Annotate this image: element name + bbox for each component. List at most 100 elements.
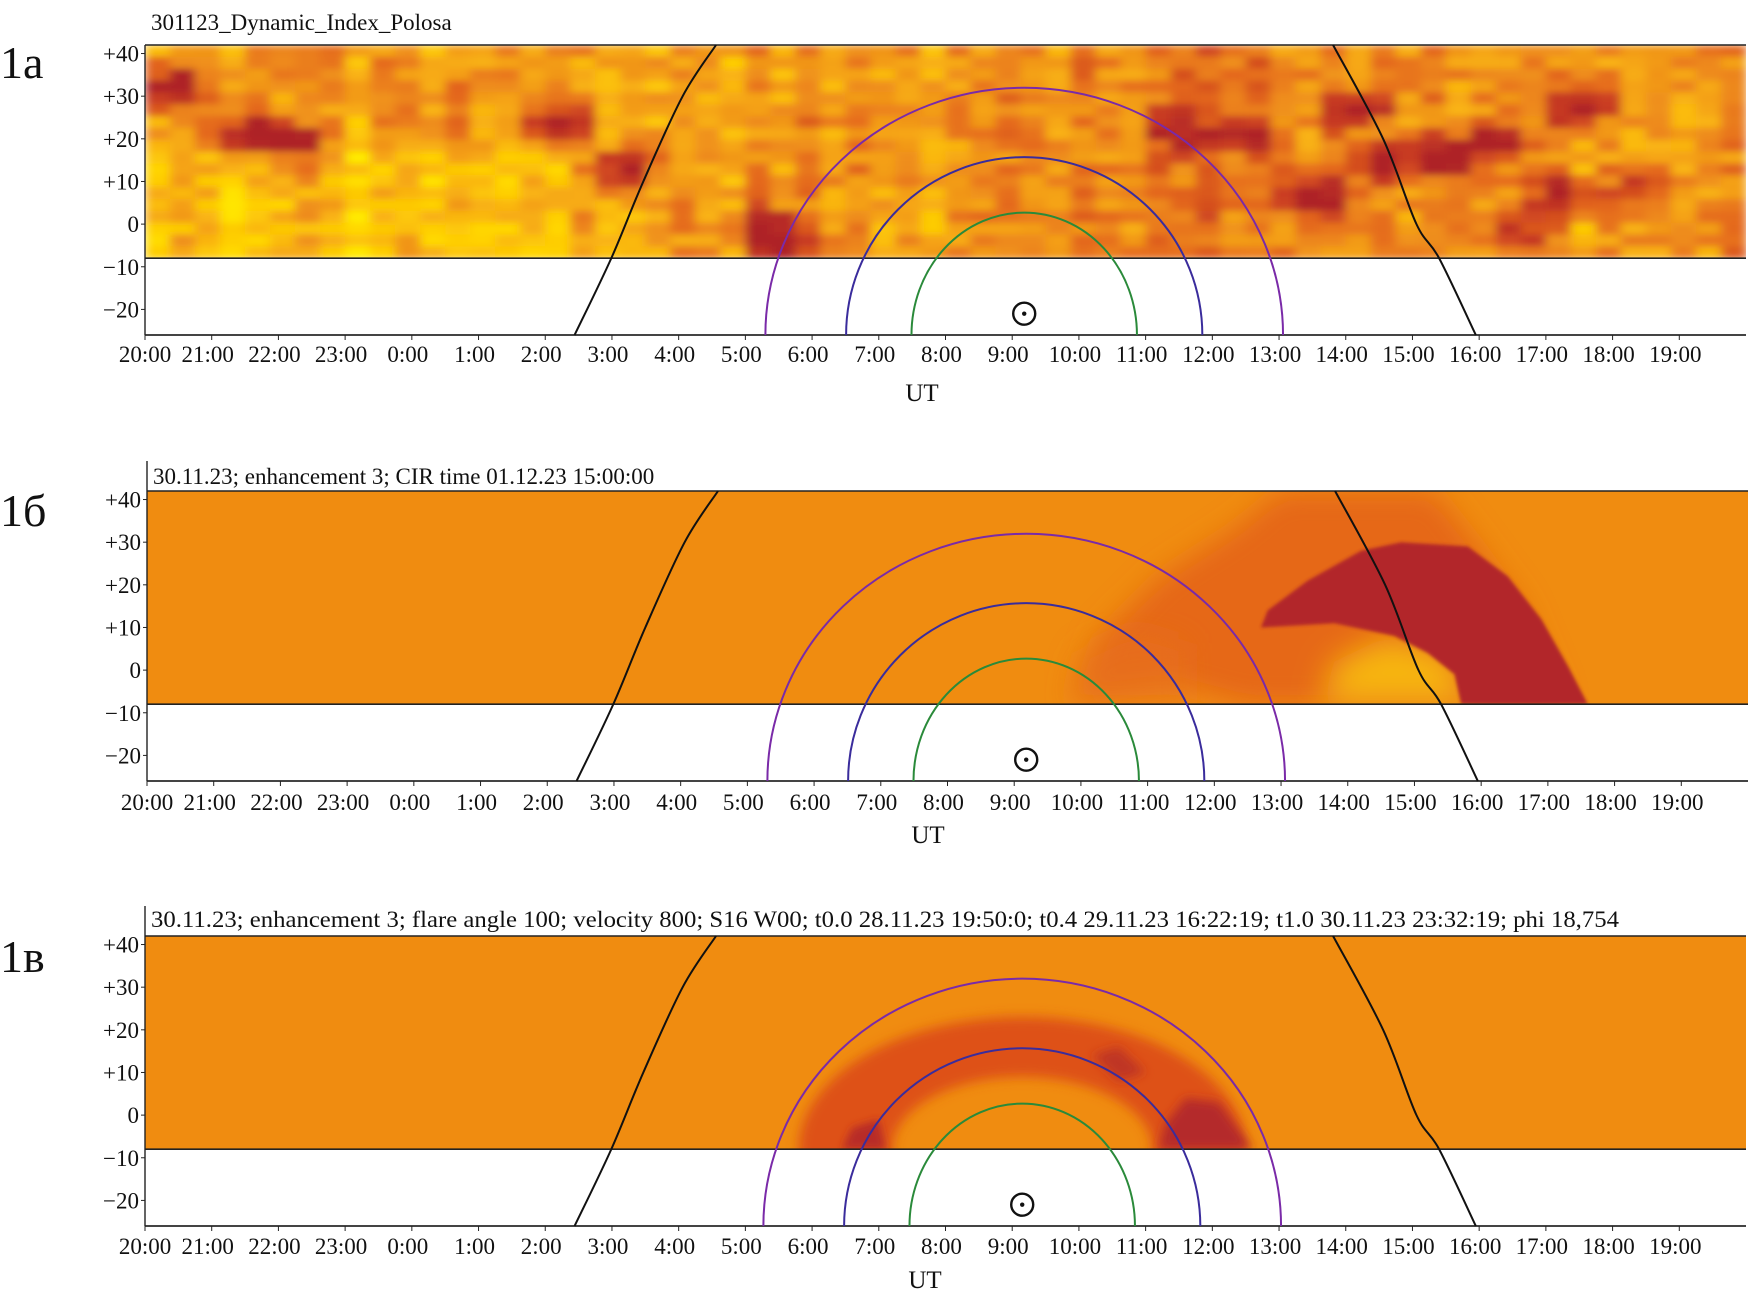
heatmap-cell	[445, 199, 472, 212]
heatmap-cell	[720, 68, 747, 82]
heatmap-cell	[1721, 151, 1746, 165]
x-tick-label: 18:00	[1584, 790, 1636, 815]
heatmap-cell	[645, 151, 672, 165]
heatmap-cell	[520, 175, 547, 189]
heatmap-cell	[1520, 246, 1547, 259]
heatmap-cell	[945, 199, 972, 212]
intensity-region-max	[1159, 1098, 1253, 1150]
heatmap-cell	[1070, 127, 1097, 141]
heatmap-cell	[820, 187, 847, 200]
heatmap-cell	[895, 104, 922, 117]
heatmap-cell	[545, 127, 572, 141]
heatmap-cell	[945, 116, 972, 129]
heatmap-cell	[720, 210, 747, 224]
heatmap-cell	[645, 234, 672, 248]
heatmap-cell	[395, 45, 422, 58]
heatmap-cell	[1595, 187, 1622, 200]
heatmap-cell	[1671, 139, 1697, 153]
heatmap-cell	[620, 92, 647, 106]
x-tick-label: 6:00	[788, 1234, 829, 1259]
heatmap-cell	[1520, 210, 1547, 224]
x-tick-label: 13:00	[1249, 342, 1301, 367]
heatmap-cell	[1220, 151, 1247, 165]
heatmap-cell	[1420, 116, 1447, 129]
heatmap-cell	[1195, 199, 1222, 212]
heatmap-cell	[1320, 151, 1347, 165]
heatmap-cell	[1370, 45, 1397, 58]
heatmap-cell	[1545, 139, 1572, 153]
heatmap-cell	[1070, 175, 1097, 189]
heatmap-cell	[270, 234, 297, 248]
heatmap-cell	[1520, 56, 1547, 70]
heatmap-cell	[1445, 139, 1472, 153]
y-tick-label: +20	[105, 573, 141, 598]
heatmap-cell	[1620, 56, 1647, 70]
x-tick-label: 14:00	[1318, 790, 1370, 815]
heatmap-cell	[970, 127, 997, 141]
heatmap-cell	[1270, 45, 1297, 58]
heatmap-cell	[845, 80, 872, 94]
heatmap-cell	[820, 68, 847, 82]
heatmap-cell	[345, 68, 372, 82]
heatmap-cell	[1545, 104, 1572, 117]
heatmap-cell	[970, 163, 997, 177]
heatmap-cell	[1696, 246, 1722, 259]
heatmap-cell	[145, 151, 171, 165]
heatmap-cell	[1220, 127, 1247, 141]
heatmap-cell	[1545, 222, 1572, 236]
heatmap-cell	[1721, 163, 1746, 177]
heatmap-cell	[1595, 104, 1622, 117]
heatmap-cell	[1545, 116, 1572, 129]
heatmap-cell	[1345, 151, 1372, 165]
heatmap-cell	[1320, 234, 1347, 248]
heatmap-cell	[1120, 92, 1147, 106]
heatmap-cell	[1220, 163, 1247, 177]
x-tick-label: 0:00	[387, 1234, 428, 1259]
heatmap-cell	[170, 246, 196, 259]
heatmap-cell	[720, 175, 747, 189]
heatmap-cell	[370, 116, 397, 129]
heatmap-cell	[1320, 187, 1347, 200]
heatmap-cell	[245, 187, 272, 200]
heatmap-cell	[1696, 68, 1722, 82]
heatmap-cell	[1520, 187, 1547, 200]
heatmap-cell	[1595, 222, 1622, 236]
heatmap-cell	[445, 234, 472, 248]
heatmap-cell	[195, 246, 221, 259]
heatmap-cell	[1345, 199, 1372, 212]
heatmap-cell	[1570, 56, 1597, 70]
heatmap-cell	[1495, 80, 1522, 94]
heatmap-cell	[245, 45, 272, 58]
heatmap-cell	[1170, 56, 1197, 70]
heatmap-cell	[420, 199, 447, 212]
heatmap-cell	[1470, 210, 1497, 224]
heatmap-cell	[245, 199, 272, 212]
heatmap-cell	[1671, 127, 1697, 141]
heatmap-cell	[620, 246, 647, 259]
heatmap-cell	[295, 104, 322, 117]
heatmap-cell	[720, 80, 747, 94]
heatmap-cell	[1671, 56, 1697, 70]
heatmap-cell	[970, 210, 997, 224]
heatmap-cell	[770, 68, 797, 82]
heatmap-cell	[395, 234, 422, 248]
heatmap-cell	[270, 116, 297, 129]
heatmap-cell	[1170, 139, 1197, 153]
heatmap-cell	[570, 246, 597, 259]
heatmap-cell	[620, 104, 647, 117]
heatmap-cell	[770, 163, 797, 177]
heatmap-cell	[645, 80, 672, 94]
heatmap-cell	[920, 116, 947, 129]
heatmap-cell	[1220, 80, 1247, 94]
heatmap-cell	[1245, 56, 1272, 70]
x-tick-label: 19:00	[1649, 1234, 1701, 1259]
heatmap-cell	[195, 116, 221, 129]
heatmap-cell	[345, 163, 372, 177]
y-tick-label: +20	[103, 1018, 139, 1043]
y-tick-label: +40	[105, 488, 141, 513]
heatmap-cell	[1020, 246, 1047, 259]
heatmap-cell	[1570, 234, 1597, 248]
heatmap-cell	[545, 45, 572, 58]
heatmap-cell	[1145, 56, 1172, 70]
heatmap-cell	[1721, 92, 1746, 106]
